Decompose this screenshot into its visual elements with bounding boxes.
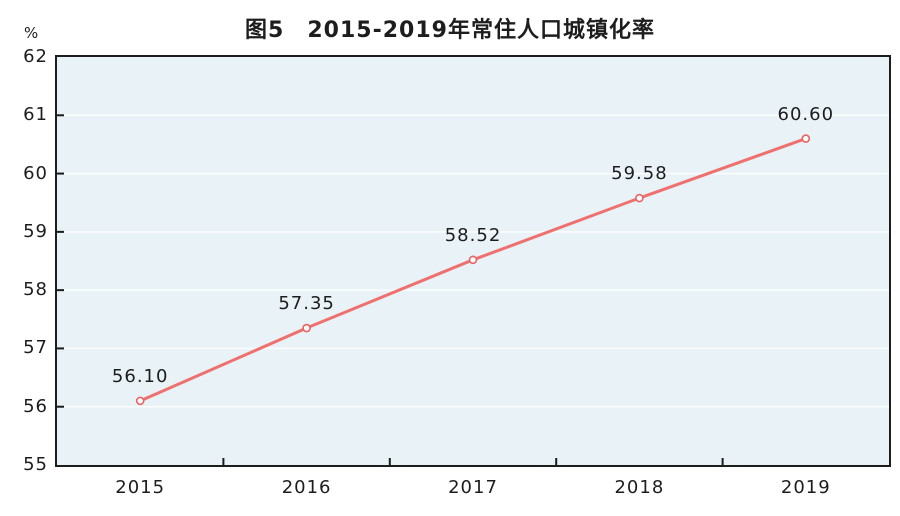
data-point-marker xyxy=(801,134,811,143)
data-line xyxy=(138,137,808,403)
data-point-marker xyxy=(135,396,145,406)
data-point-marker xyxy=(468,255,478,265)
y-axis-unit-label: % xyxy=(24,24,39,42)
data-point-marker xyxy=(635,193,644,203)
data-point-marker xyxy=(302,323,311,333)
chart-title: 图5 2015-2019年常住人口城镇化率 xyxy=(245,18,655,43)
